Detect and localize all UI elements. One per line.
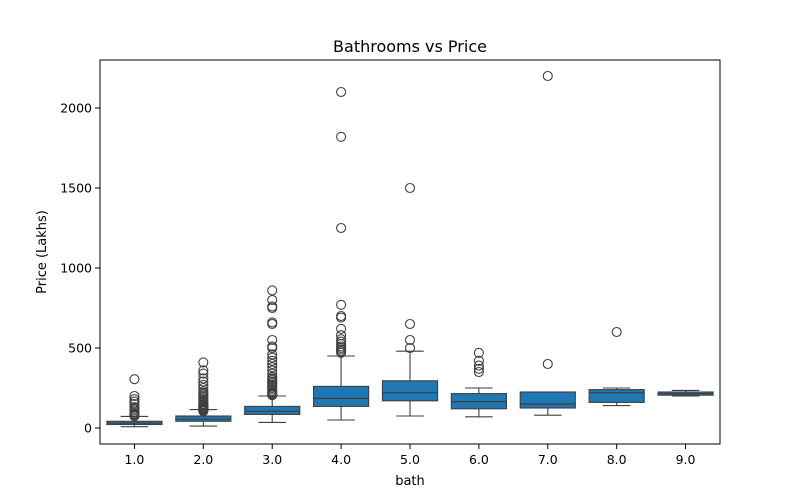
outlier-point (129, 374, 140, 385)
outlier-point (267, 358, 278, 370)
y-axis-label: Price (Lakhs) (35, 210, 50, 294)
outlier-point (198, 368, 209, 379)
outlier-point (473, 363, 484, 374)
outlier-point (198, 357, 209, 368)
box-group (657, 389, 714, 397)
outlier-point (129, 394, 140, 405)
outlier-point (336, 341, 347, 352)
x-axis-label: bath (395, 474, 425, 489)
y-tick-label: 2000 (60, 101, 92, 116)
outlier-point (267, 355, 278, 366)
outlier-point (129, 396, 140, 407)
box-group (450, 347, 507, 418)
outlier-point (473, 347, 484, 358)
outlier-point (129, 402, 140, 413)
outlier-point (267, 371, 278, 382)
outlier-point (198, 386, 209, 397)
outlier-point (129, 390, 140, 402)
box-iqr (313, 385, 370, 407)
outlier-point (404, 334, 416, 346)
outlier-point (336, 323, 347, 334)
outlier-point (336, 310, 347, 322)
outlier-point (404, 182, 416, 194)
box-group (175, 357, 232, 427)
outlier-point (404, 318, 416, 330)
outlier-point (542, 358, 553, 370)
x-tick-label: 5.0 (400, 452, 420, 467)
outlier-point (267, 365, 278, 376)
outlier-point (267, 368, 278, 379)
box-group (313, 86, 370, 421)
outlier-point (336, 330, 347, 341)
box-group (588, 326, 645, 407)
x-tick-label: 4.0 (331, 452, 351, 467)
plot-content (106, 70, 714, 428)
outlier-point (267, 317, 278, 328)
outlier-point (129, 398, 140, 410)
outlier-point (267, 341, 278, 352)
outlier-point (267, 294, 278, 306)
outlier-point (404, 342, 416, 354)
outlier-point (267, 352, 278, 363)
y-axis: 0 500 1000 1500 2000 (60, 101, 100, 436)
outlier-point (198, 373, 209, 384)
x-tick-label: 6.0 (469, 452, 489, 467)
outlier-point (611, 326, 622, 338)
box-group (381, 182, 439, 417)
outlier-point (336, 131, 347, 142)
outlier-point (336, 299, 347, 310)
outlier-point (267, 362, 278, 373)
x-tick-label: 3.0 (262, 452, 282, 467)
box-group (106, 374, 163, 428)
x-tick-label: 2.0 (193, 452, 213, 467)
outlier-point (198, 365, 209, 376)
outlier-point (267, 285, 278, 296)
y-tick-label: 1500 (60, 181, 92, 196)
box-group (244, 285, 301, 423)
chart-title: Bathrooms vs Price (333, 37, 487, 56)
y-tick-label: 500 (68, 341, 92, 356)
y-tick-label: 0 (84, 421, 92, 436)
outlier-point (198, 382, 209, 394)
box-iqr (381, 380, 439, 402)
x-tick-label: 8.0 (607, 452, 627, 467)
outlier-point (336, 86, 347, 98)
box-iqr (588, 389, 645, 403)
outlier-point (336, 222, 347, 234)
box-group (519, 70, 576, 416)
x-axis: 1.0 2.0 3.0 4.0 5.0 6.0 7.0 8.0 9.0 (124, 444, 696, 467)
x-tick-label: 7.0 (538, 452, 558, 467)
outlier-point (267, 349, 278, 360)
outlier-point (473, 355, 484, 366)
outlier-point (267, 334, 278, 346)
outlier-point (336, 336, 347, 347)
outlier-point (473, 360, 484, 371)
box-iqr (244, 405, 301, 415)
outlier-point (198, 379, 209, 390)
outlier-point (267, 301, 278, 312)
x-tick-label: 9.0 (676, 452, 696, 467)
box-iqr (519, 391, 576, 409)
outlier-point (473, 366, 484, 378)
x-tick-label: 1.0 (124, 452, 144, 467)
outlier-point (336, 334, 347, 345)
y-tick-label: 1000 (60, 261, 92, 276)
outlier-point (198, 376, 209, 387)
outlier-point (542, 70, 553, 82)
